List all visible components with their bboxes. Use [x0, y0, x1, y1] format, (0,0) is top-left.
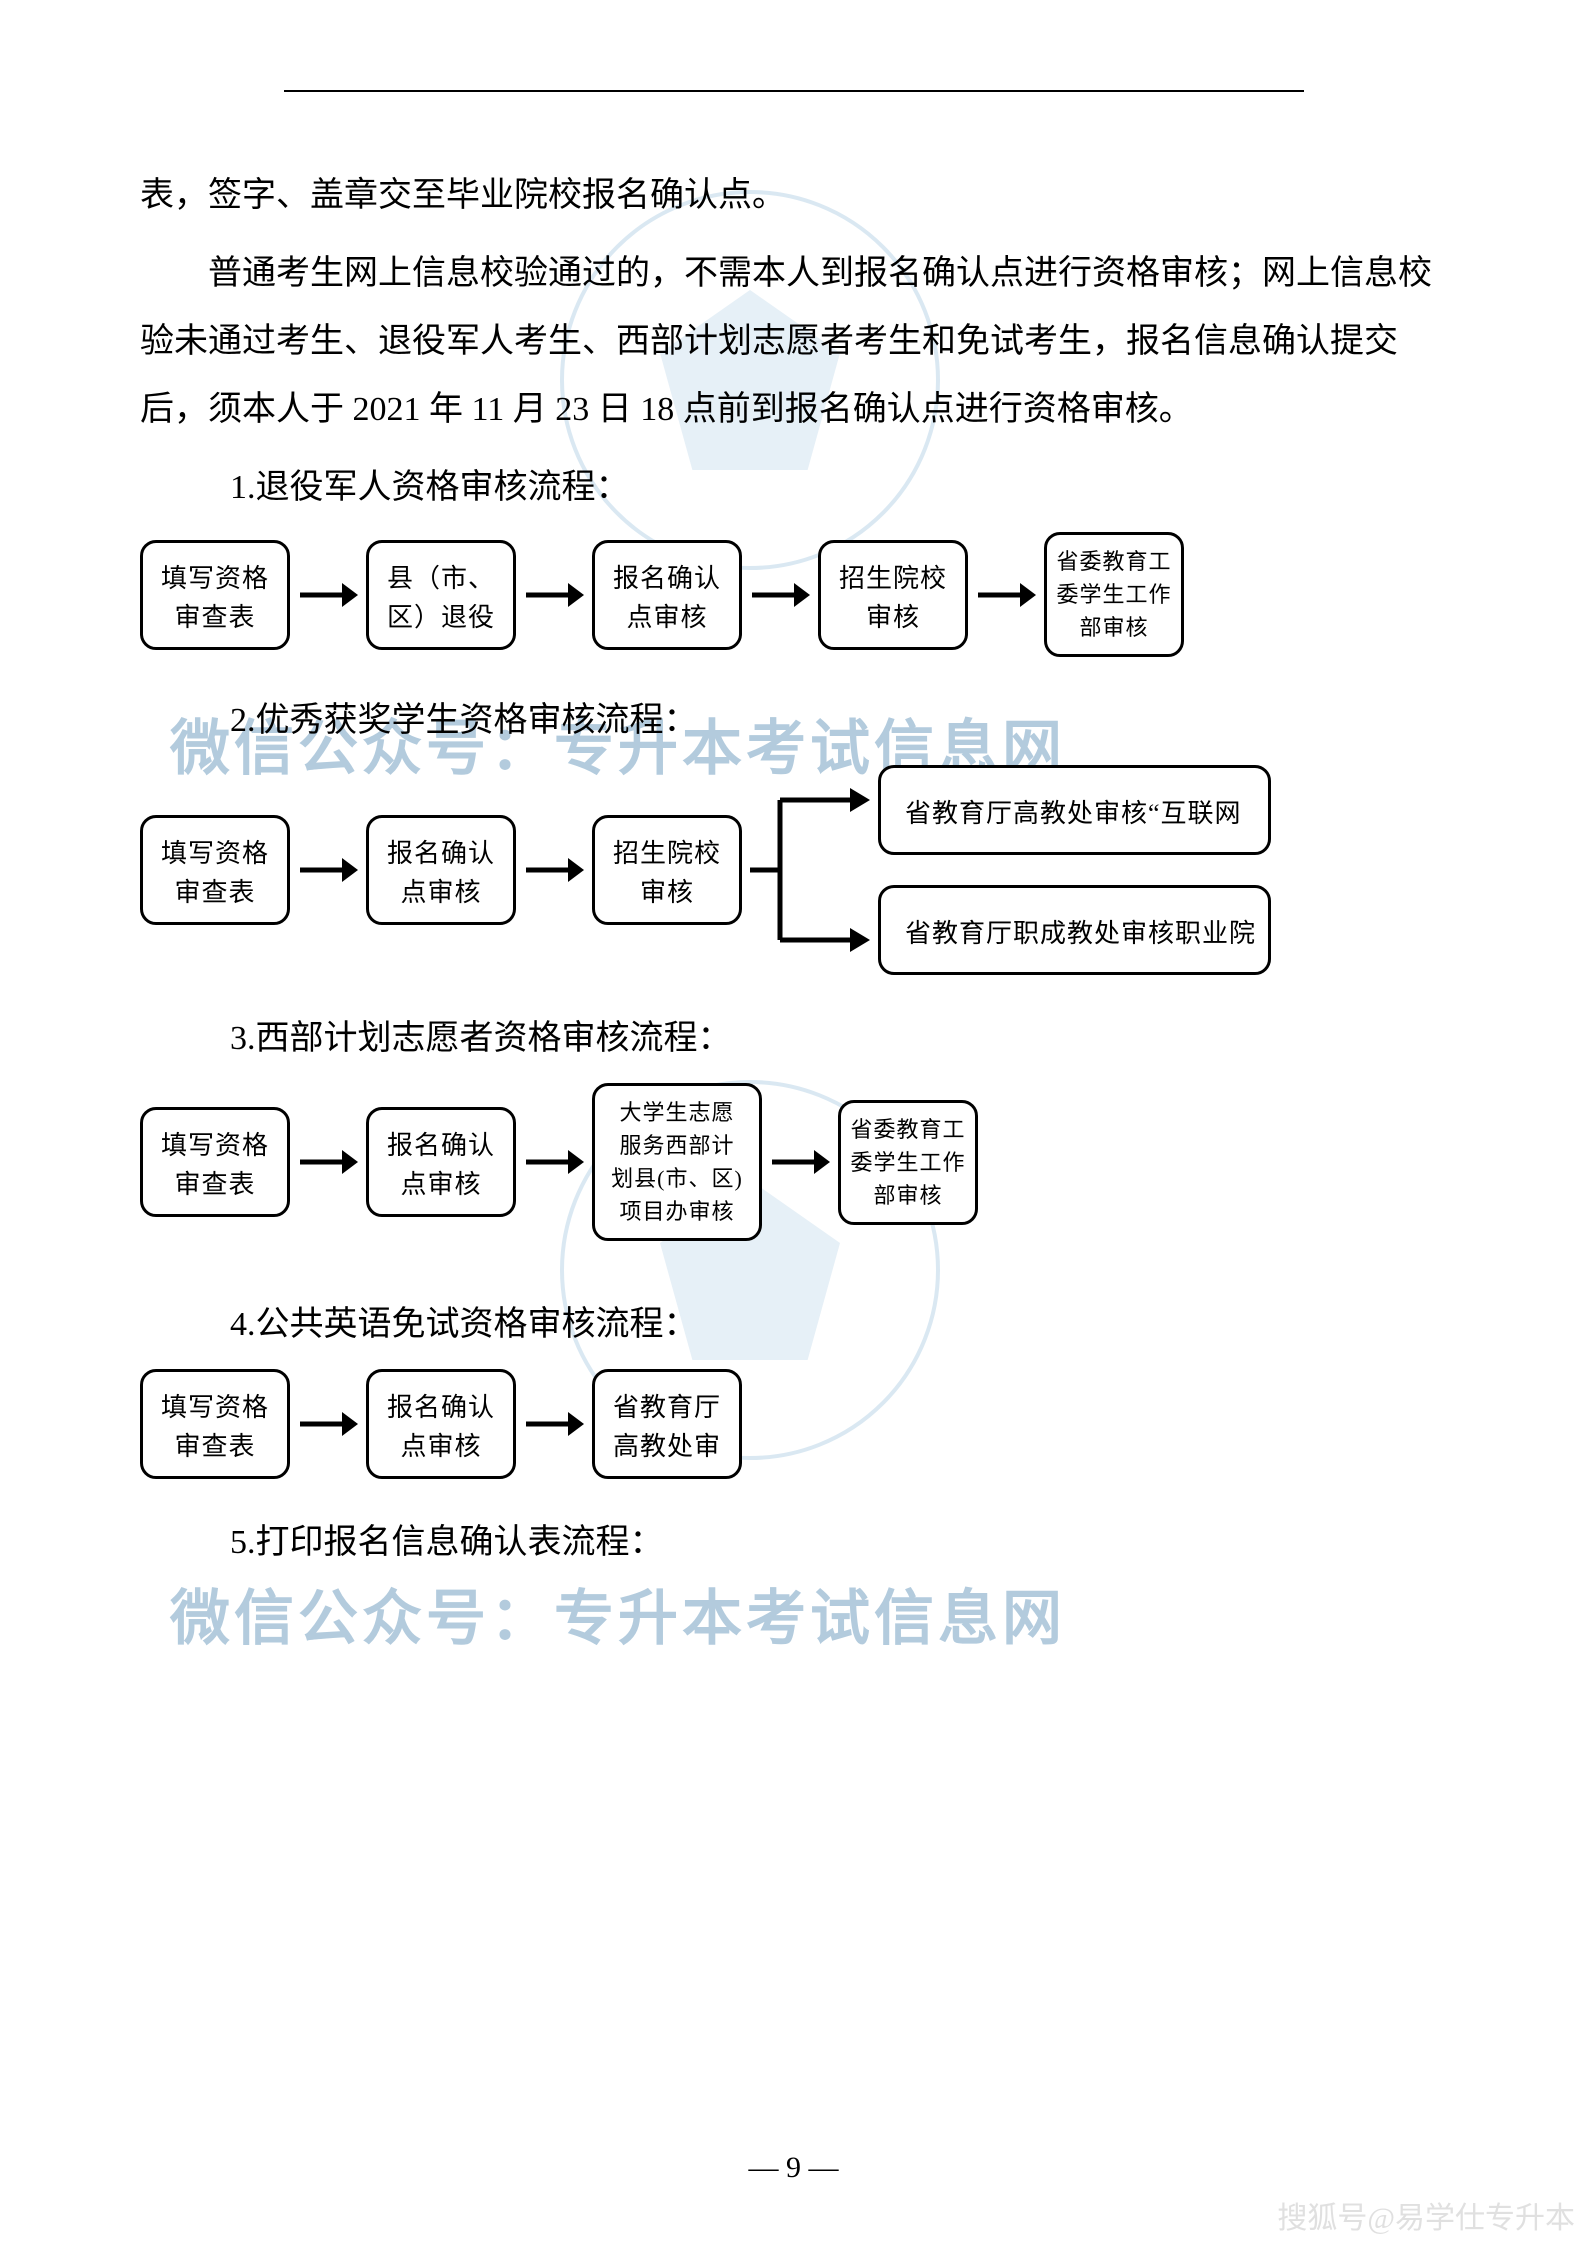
flow-text: 填写资格 [155, 1126, 275, 1165]
arrow-right-icon [524, 575, 584, 615]
flow-text: 点审核 [381, 1165, 501, 1204]
arrow-right-icon [750, 575, 810, 615]
flowchart-4: 填写资格 审查表 报名确认 点审核 省教育厅 高教处审 [140, 1369, 1447, 1479]
flowchart-2: 填写资格 审查表 报名确认 点审核 招生院校 审核 省教育厅高教 [140, 765, 1447, 975]
source-attribution: 搜狐号@易学仕专升本 [1277, 2193, 1575, 2237]
arrow-right-icon [524, 1142, 584, 1182]
arrow-right-icon [298, 575, 358, 615]
flow1-node-3: 报名确认 点审核 [592, 540, 742, 650]
flow-text: 招生院校 [607, 834, 727, 873]
flow3-node-3: 大学生志愿 服务西部计 划县(市、区) 项目办审核 [592, 1083, 762, 1241]
flow-text: 审查表 [155, 1427, 275, 1466]
flow-text: 委学生工作 [849, 1146, 967, 1179]
flow3-node-1: 填写资格 审查表 [140, 1107, 290, 1217]
flow1-node-2: 县（市、 区）退役 [366, 540, 516, 650]
flow-text: 部审核 [1055, 611, 1173, 644]
flow-text: 审查表 [155, 873, 275, 912]
flow-text: 区）退役 [381, 598, 501, 637]
flow-text: 报名确认 [381, 1126, 501, 1165]
document-page: 表，签字、盖章交至毕业院校报名确认点。 普通考生网上信息校验通过的，不需本人到报… [0, 0, 1587, 2245]
page-number: — 9 — [0, 2151, 1587, 2185]
flow-text: 大学生志愿 [603, 1096, 751, 1129]
flow-text: 省委教育工 [849, 1113, 967, 1146]
flow2-out-2: 省教育厅职成教处审核职业院 [878, 885, 1271, 975]
flow2-out-1: 省教育厅高教处审核“互联网 [878, 765, 1271, 855]
flow1-node-1: 填写资格 审查表 [140, 540, 290, 650]
flow4-node-3: 省教育厅 高教处审 [592, 1369, 742, 1479]
flow2-outputs: 省教育厅高教处审核“互联网 省教育厅职成教处审核职业院 [878, 765, 1271, 975]
arrow-right-icon [976, 575, 1036, 615]
flow1-node-4: 招生院校 审核 [818, 540, 968, 650]
header-rule [284, 90, 1304, 92]
section-title-1: 1.退役军人资格审核流程： [230, 454, 1447, 522]
flow-text: 填写资格 [155, 559, 275, 598]
flow-text: 点审核 [607, 598, 727, 637]
arrow-right-icon [298, 1142, 358, 1182]
paragraph-1: 表，签字、盖章交至毕业院校报名确认点。 [140, 162, 1447, 230]
flow2-node-1: 填写资格 审查表 [140, 815, 290, 925]
flow-text: 项目办审核 [603, 1195, 751, 1228]
flow2-node-3: 招生院校 审核 [592, 815, 742, 925]
flow4-node-1: 填写资格 审查表 [140, 1369, 290, 1479]
flowchart-1: 填写资格 审查表 县（市、 区）退役 报名确认 点审核 招生院校 审核 省委教育… [140, 532, 1447, 657]
flow-text: 填写资格 [155, 834, 275, 873]
flow-text: 服务西部计 [603, 1129, 751, 1162]
flow-text: 省委教育工 [1055, 545, 1173, 578]
flow-text: 报名确认 [381, 834, 501, 873]
flow-text: 审核 [833, 598, 953, 637]
flow-text: 报名确认 [607, 559, 727, 598]
flow-text: 高教处审 [607, 1427, 727, 1466]
flow-text: 审查表 [155, 1165, 275, 1204]
flow-text: 省教育厅 [607, 1388, 727, 1427]
flow3-node-2: 报名确认 点审核 [366, 1107, 516, 1217]
flow-text: 部审核 [849, 1179, 967, 1212]
arrow-right-icon [298, 850, 358, 890]
section-title-2: 2.优秀获奖学生资格审核流程： [230, 687, 1447, 755]
section-title-3: 3.西部计划志愿者资格审核流程： [230, 1005, 1447, 1073]
flow-text: 填写资格 [155, 1388, 275, 1427]
arrow-right-icon [770, 1142, 830, 1182]
flow-text: 省教育厅高教处审核“互联网 [905, 794, 1256, 833]
flow2-node-2: 报名确认 点审核 [366, 815, 516, 925]
flow-text: 审核 [607, 873, 727, 912]
flow3-node-4: 省委教育工 委学生工作 部审核 [838, 1100, 978, 1225]
flow-text: 报名确认 [381, 1388, 501, 1427]
arrow-right-icon [298, 1404, 358, 1444]
flow4-node-2: 报名确认 点审核 [366, 1369, 516, 1479]
flow-text: 县（市、 [381, 559, 501, 598]
section-title-5: 5.打印报名信息确认表流程： [230, 1509, 1447, 1577]
flow-text: 划县(市、区) [603, 1162, 751, 1195]
flow-text: 审查表 [155, 598, 275, 637]
flowchart-3: 填写资格 审查表 报名确认 点审核 大学生志愿 服务西部计 划县(市、区) 项目… [140, 1083, 1447, 1241]
flow-text: 委学生工作 [1055, 578, 1173, 611]
arrow-right-icon [524, 850, 584, 890]
flow-text: 省教育厅职成教处审核职业院 [905, 914, 1256, 953]
arrow-split-icon [750, 770, 870, 970]
flow-text: 点审核 [381, 873, 501, 912]
flow-text: 招生院校 [833, 559, 953, 598]
flow-text: 点审核 [381, 1427, 501, 1466]
paragraph-2: 普通考生网上信息校验通过的，不需本人到报名确认点进行资格审核；网上信息校验未通过… [140, 240, 1447, 444]
flow1-node-5: 省委教育工 委学生工作 部审核 [1044, 532, 1184, 657]
arrow-right-icon [524, 1404, 584, 1444]
section-title-4: 4.公共英语免试资格审核流程： [230, 1291, 1447, 1359]
